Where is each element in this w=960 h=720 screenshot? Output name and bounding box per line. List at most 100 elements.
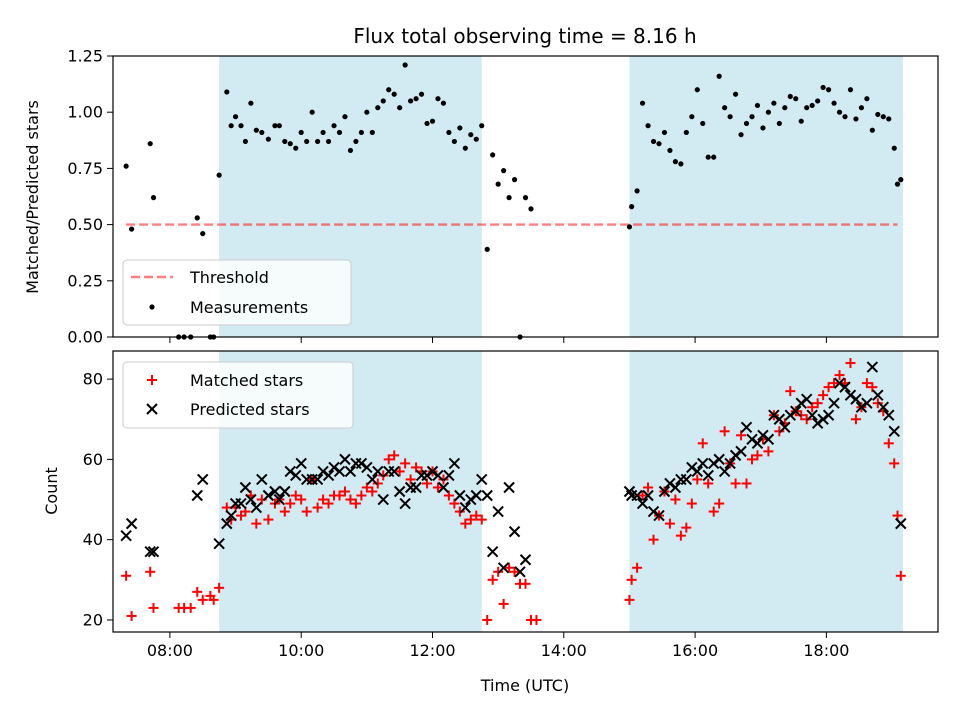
matched-point-46 [405,474,416,485]
measurement-point-25 [293,145,299,151]
top-plot-frame [112,55,939,338]
measurement-point-102 [804,105,810,111]
measurements-legend-label: Measurements [190,298,308,317]
measurement-point-24 [287,141,293,147]
bottom-yticks: 20 40 60 80 [83,370,113,629]
measurement-point-98 [782,105,788,111]
predicted-point-40 [399,497,411,510]
predicted-point-17 [273,493,286,506]
measurement-point-84 [705,154,711,160]
matched-point-58 [471,510,482,521]
predicted-point-52 [465,493,477,506]
predicted-point-108 [866,361,879,373]
measurement-point-95 [765,109,772,115]
bottom-ytick-label-0: 20 [83,610,103,629]
bottom-ytick-label-3: 80 [83,370,103,389]
predicted-point-75 [686,461,698,474]
measurement-point-97 [776,120,782,127]
top-yticks: 0.00 0.25 0.50 0.75 1.00 1.25 [67,47,113,347]
predicted-point-95 [795,397,807,409]
measurement-point-41 [380,98,386,104]
measurement-point-48 [418,91,425,97]
measurement-point-88 [727,114,733,120]
predicted-point-35 [372,465,384,478]
predicted-point-32 [355,457,368,470]
measurement-point-58 [473,136,479,142]
top-legend: Threshold Measurements [122,259,352,326]
predicted-point-83 [729,449,742,462]
measurement-point-1 [129,226,135,232]
predicted-point-18 [279,485,291,498]
predicted-point-106 [855,401,868,413]
matched-point-74 [643,482,654,493]
matched-point-88 [719,426,730,437]
measurement-point-37 [358,129,364,136]
measurement-point-23 [282,138,288,145]
matched-point-85 [703,478,714,489]
measurement-point-71 [634,188,640,194]
matched-point-116 [872,398,883,409]
predicted-point-60 [508,525,521,538]
predicted-point-21 [295,457,307,470]
measurement-point-21 [272,123,278,129]
matched-point-75 [648,534,659,545]
matched-point-49 [422,478,433,489]
measurement-point-12 [224,89,230,95]
matched-point-84 [697,438,708,449]
bottom-ytick-label-2: 60 [83,450,103,469]
matched-point-65 [509,566,520,577]
predicted-point-69 [653,509,665,522]
predicted-point-12 [245,493,257,506]
measurement-point-40 [375,105,381,111]
predicted-point-105 [850,393,862,405]
predicted-point-3 [147,546,160,558]
measurement-point-31 [325,138,332,145]
predicted-point-47 [437,481,450,494]
predicted-point-58 [497,562,510,574]
measurement-point-109 [842,114,848,120]
predicted-point-91 [773,413,786,425]
matched-point-57 [465,514,476,525]
measurement-point-7 [194,215,200,221]
matched-point-54 [449,498,460,509]
predicted-point-26 [322,469,335,482]
matched-point-33 [334,490,345,501]
matched-point-79 [670,494,681,505]
matched-point-8 [197,594,208,605]
measurement-point-0 [123,163,129,169]
matched-point-10 [208,594,219,605]
predicted-point-46 [432,469,444,482]
predicted-point-94 [790,405,802,417]
measurement-point-76 [661,129,668,136]
matched-point-51 [432,482,443,493]
predicted-point-51 [459,501,472,514]
predicted-point-6 [213,537,225,550]
measurement-point-11 [216,172,222,178]
matched-point-70 [624,594,635,605]
measurement-point-8 [200,230,206,237]
predicted-point-44 [421,469,433,482]
measurement-point-81 [689,114,695,120]
predicted-point-19 [284,465,296,478]
measurement-point-56 [462,145,468,151]
matched-point-0 [121,570,132,581]
predicted-point-57 [492,505,504,518]
matched-point-119 [889,458,900,469]
measurement-point-67 [522,195,529,201]
xtick-label-3: 14:00 [541,641,587,660]
xtick-label-4: 16:00 [672,641,718,660]
predicted-point-1 [125,517,138,530]
predicted-point-10 [235,497,247,510]
matched-point-82 [686,498,697,509]
measurement-point-29 [315,138,321,145]
predicted-point-93 [784,409,796,421]
matched-point-27 [301,506,312,517]
predicted-point-14 [256,473,268,486]
matched-point-96 [763,446,774,457]
bottom-plot-frame [112,350,939,633]
matched-point-78 [664,518,675,529]
measurement-point-32 [331,123,337,129]
matched-point-11 [214,582,225,593]
